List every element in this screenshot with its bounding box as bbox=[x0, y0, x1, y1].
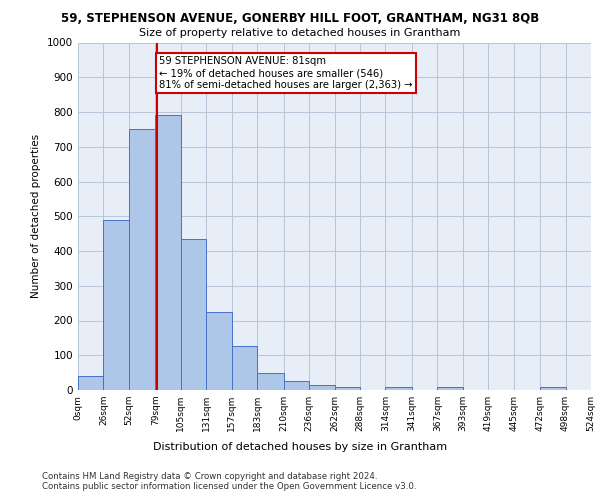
Bar bbox=[206, 312, 232, 390]
Text: Contains HM Land Registry data © Crown copyright and database right 2024.: Contains HM Land Registry data © Crown c… bbox=[42, 472, 377, 481]
Bar bbox=[129, 130, 155, 390]
Text: Distribution of detached houses by size in Grantham: Distribution of detached houses by size … bbox=[153, 442, 447, 452]
Text: 59, STEPHENSON AVENUE, GONERBY HILL FOOT, GRANTHAM, NG31 8QB: 59, STEPHENSON AVENUE, GONERBY HILL FOOT… bbox=[61, 12, 539, 26]
Bar bbox=[103, 220, 129, 390]
Bar bbox=[385, 387, 412, 390]
Bar bbox=[335, 386, 360, 390]
Text: Size of property relative to detached houses in Grantham: Size of property relative to detached ho… bbox=[139, 28, 461, 38]
Bar bbox=[257, 372, 284, 390]
Text: Contains public sector information licensed under the Open Government Licence v3: Contains public sector information licen… bbox=[42, 482, 416, 491]
Text: 59 STEPHENSON AVENUE: 81sqm
← 19% of detached houses are smaller (546)
81% of se: 59 STEPHENSON AVENUE: 81sqm ← 19% of det… bbox=[159, 56, 413, 90]
Bar bbox=[78, 376, 103, 390]
Bar bbox=[284, 380, 309, 390]
Bar bbox=[181, 239, 206, 390]
Bar bbox=[309, 385, 335, 390]
Y-axis label: Number of detached properties: Number of detached properties bbox=[31, 134, 41, 298]
Bar bbox=[437, 387, 463, 390]
Bar bbox=[155, 116, 181, 390]
Bar bbox=[232, 346, 257, 390]
Bar bbox=[540, 387, 566, 390]
